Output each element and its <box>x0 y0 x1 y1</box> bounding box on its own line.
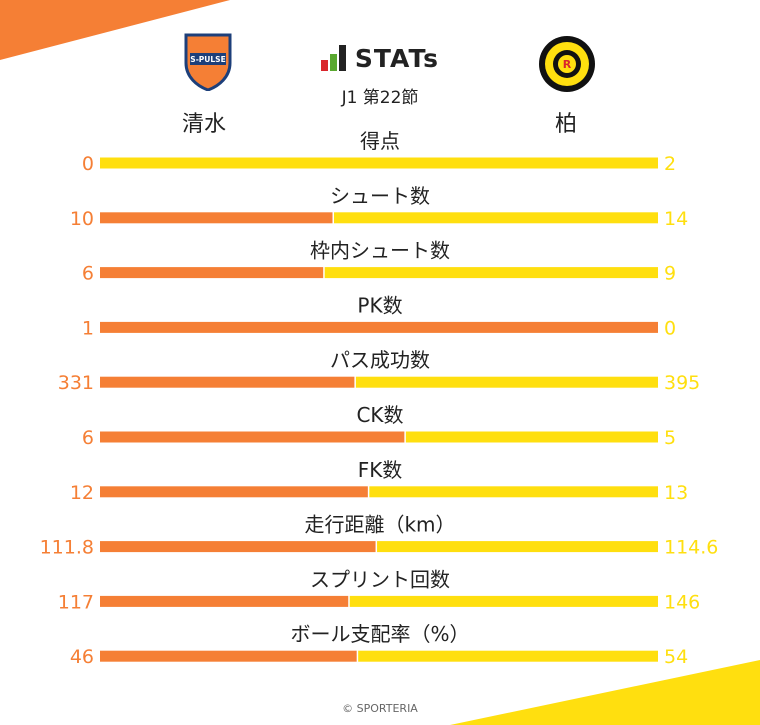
stats-logo: STATs <box>310 43 450 73</box>
home-bar <box>100 376 355 388</box>
home-value-label: 46 <box>70 646 94 668</box>
home-value-label: 12 <box>70 482 94 504</box>
away-value-label: 9 <box>664 263 676 285</box>
stat-label: PK数 <box>357 293 402 317</box>
away-value-label: 54 <box>664 646 688 668</box>
svg-text:S-PULSE: S-PULSE <box>190 55 225 64</box>
away-bar <box>369 486 658 498</box>
home-bar <box>100 595 349 607</box>
away-bar <box>324 267 658 279</box>
match-round: J1 第22節 <box>341 88 419 108</box>
home-value-label: 6 <box>82 263 94 285</box>
stat-label: 得点 <box>360 129 400 153</box>
away-value-label: 14 <box>664 208 688 230</box>
stat-label: 走行距離（km） <box>304 513 455 537</box>
away-team-crest-icon: R <box>539 36 595 92</box>
away-bar <box>100 157 658 169</box>
corner-accent-top-left <box>0 0 230 60</box>
away-value-label: 395 <box>664 372 700 394</box>
logo-text: STATs <box>354 43 440 73</box>
home-bar <box>100 212 333 224</box>
home-value-label: 0 <box>82 153 94 175</box>
stat-label: シュート数 <box>330 184 430 208</box>
away-bar <box>405 431 658 443</box>
away-value-label: 146 <box>664 591 700 613</box>
away-value-label: 2 <box>664 153 676 175</box>
home-bar <box>100 321 658 333</box>
home-bar <box>100 541 376 553</box>
away-bar <box>377 541 658 553</box>
home-bar <box>100 486 368 498</box>
home-bar <box>100 650 357 662</box>
stat-label: パス成功数 <box>330 348 430 372</box>
stats-bars-icon <box>320 45 346 71</box>
away-value-label: 0 <box>664 317 676 339</box>
home-value-label: 6 <box>82 427 94 449</box>
home-value-label: 117 <box>58 591 94 613</box>
away-bar <box>334 212 658 224</box>
home-value-label: 10 <box>70 208 94 230</box>
home-bar <box>100 431 405 443</box>
away-team-name: 柏 <box>555 112 578 137</box>
home-value-label: 111.8 <box>40 537 94 559</box>
away-bar <box>355 376 658 388</box>
away-value-label: 13 <box>664 482 688 504</box>
home-value-label: 331 <box>58 372 94 394</box>
home-bar <box>100 267 324 279</box>
home-team-crest-icon: S-PULSE <box>184 33 232 91</box>
away-bar <box>349 595 658 607</box>
corner-accent-bottom-right <box>450 660 760 725</box>
stat-label: スプリント回数 <box>310 567 450 591</box>
away-bar <box>358 650 658 662</box>
stat-label: ボール支配率（%） <box>290 622 469 646</box>
home-team-name: 清水 <box>182 112 227 137</box>
stat-label: CK数 <box>356 403 403 427</box>
away-value-label: 114.6 <box>664 537 718 559</box>
copyright-footer: © SPORTERIA <box>342 702 418 715</box>
svg-text:R: R <box>563 58 572 71</box>
stat-label: 枠内シュート数 <box>310 239 450 263</box>
home-value-label: 1 <box>82 317 94 339</box>
away-value-label: 5 <box>664 427 676 449</box>
stat-label: FK数 <box>358 458 403 482</box>
